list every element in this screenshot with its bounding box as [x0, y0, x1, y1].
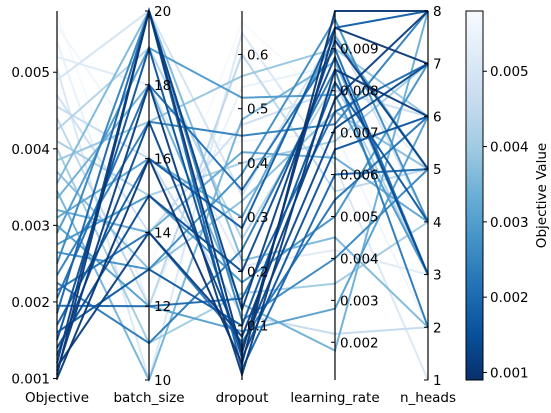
tick-label: 0.002	[11, 295, 50, 311]
colorbar-label: Objective Value	[534, 143, 550, 248]
colorbar-tick-label: 0.005	[490, 64, 529, 80]
tick-label: 0.005	[11, 65, 50, 81]
axis-title: batch_size	[113, 390, 184, 406]
tick-label: 0.008	[340, 84, 379, 100]
tick-label: 3	[433, 268, 442, 284]
axis-title: n_heads	[400, 390, 456, 406]
axis-learning-rate: 0.002 0.003 0.004 0.005 0.006 0.007 0.008 0.009…	[290, 11, 380, 406]
tick-label: 0.004	[11, 142, 50, 158]
colorbar-tick-label: 0.002	[490, 290, 529, 306]
tick-label: 20	[154, 4, 171, 20]
tick-label: 0.4	[247, 156, 268, 172]
tick-label: 0.001	[11, 371, 50, 387]
tick-label: 0.004	[340, 251, 379, 267]
axis-batch-size: 10 12 14 16 18 20 batch_size	[113, 4, 184, 406]
axis-title: learning_rate	[290, 390, 379, 406]
tick-label: 0.007	[340, 126, 379, 142]
tick-label: 0.005	[340, 209, 379, 225]
axis-n-heads: 1 2 3 4 5 6 7 8 n_heads	[400, 4, 456, 406]
axis-title: dropout	[216, 390, 269, 406]
colorbar-tick-label: 0.003	[490, 215, 529, 231]
tick-label: 8	[433, 4, 442, 20]
tick-label: 7	[433, 57, 442, 73]
tick-label: 18	[154, 78, 171, 94]
axis-dropout: 0.1 0.2 0.3 0.4 0.5 0.6 dropout	[216, 11, 269, 406]
tick-label: 0.009	[340, 42, 379, 58]
tick-label: 0.003	[340, 293, 379, 309]
tick-label: 0.002	[340, 335, 379, 351]
tick-label: 5	[433, 162, 442, 178]
colorbar-tick-label: 0.001	[490, 365, 529, 381]
tick-label: 0.003	[11, 218, 50, 234]
tick-label: 0.2	[247, 264, 268, 280]
tick-label: 4	[433, 215, 442, 231]
tick-label: 0.5	[247, 102, 268, 118]
tick-label: 0.6	[247, 47, 268, 63]
tick-label: 12	[154, 299, 171, 315]
tick-label: 14	[154, 225, 171, 241]
axis-title: Objective	[25, 390, 89, 406]
tick-label: 0.006	[340, 168, 379, 184]
tick-label: 2	[433, 320, 442, 336]
tick-label: 0.3	[247, 210, 268, 226]
tick-label: 16	[154, 152, 171, 168]
tick-label: 0.1	[247, 319, 268, 335]
colorbar-gradient	[465, 10, 484, 381]
axes-layer: 0.0010.0020.0030.0040.005Objective101214…	[11, 4, 456, 406]
tick-label: 1	[433, 373, 442, 389]
axis-Objective: 0.001 0.002 0.003 0.004 0.005 Objective	[11, 11, 89, 406]
colorbar-tick-label: 0.004	[490, 140, 529, 156]
tick-label: 6	[433, 109, 442, 125]
colorbar: 0.001 0.002 0.003 0.004 0.005 Objective Value	[465, 10, 550, 381]
tick-label: 10	[154, 373, 171, 389]
